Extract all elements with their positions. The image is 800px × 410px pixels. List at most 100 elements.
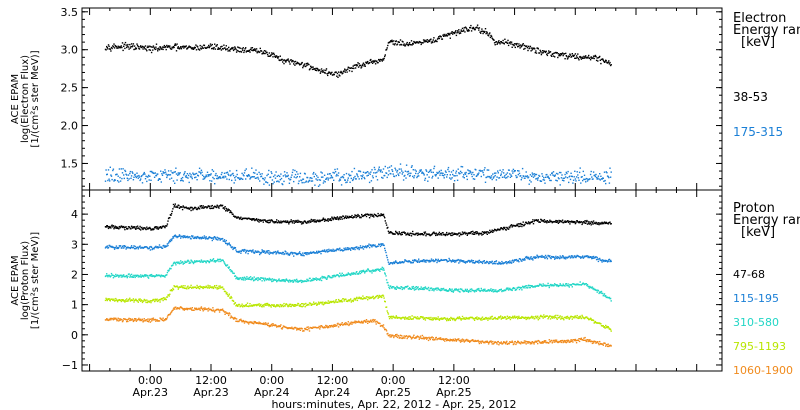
data-point [189, 262, 192, 264]
data-point [407, 317, 409, 319]
y-tick-label: 3.0 [61, 44, 79, 57]
data-point [415, 172, 417, 175]
data-point [195, 44, 197, 46]
data-point [454, 31, 456, 33]
data-point [368, 172, 370, 174]
data-point [246, 305, 248, 307]
data-point [276, 219, 278, 221]
data-point [282, 280, 284, 282]
y-tick-label: 3 [71, 238, 78, 251]
data-point [565, 258, 567, 260]
data-point [312, 66, 314, 68]
data-point [221, 237, 224, 240]
data-point [195, 286, 197, 289]
data-point [217, 239, 219, 241]
data-point [345, 217, 348, 219]
data-point [283, 253, 286, 255]
data-point [154, 48, 156, 51]
data-point [396, 261, 398, 264]
data-point [430, 234, 433, 236]
data-point [490, 177, 492, 179]
data-point [128, 226, 130, 228]
data-point [455, 170, 458, 172]
data-point [488, 33, 490, 35]
data-point [118, 181, 120, 183]
data-point [143, 300, 145, 302]
data-point [322, 304, 325, 306]
data-point [473, 27, 475, 30]
data-point [370, 215, 372, 217]
data-point [209, 43, 212, 45]
data-point [567, 220, 569, 222]
data-point [424, 232, 426, 235]
data-point [129, 172, 131, 175]
data-point [294, 305, 296, 307]
data-point [464, 172, 466, 174]
data-point [173, 46, 175, 49]
data-point [214, 285, 216, 287]
data-point [315, 302, 317, 304]
data-point [217, 205, 219, 207]
data-point [124, 47, 126, 50]
data-point [293, 180, 295, 183]
data-point [474, 28, 476, 31]
data-point [609, 221, 611, 223]
data-point [346, 71, 348, 73]
data-point [452, 173, 454, 176]
data-point [268, 222, 270, 224]
data-point [203, 237, 205, 239]
data-point [473, 178, 476, 180]
data-point [459, 232, 461, 234]
data-point [120, 300, 122, 303]
data-point [574, 170, 576, 172]
data-point [209, 260, 211, 263]
data-point [185, 206, 187, 208]
data-point [309, 68, 311, 70]
data-point [203, 235, 206, 237]
data-point [476, 24, 479, 26]
data-point [278, 181, 280, 183]
data-point [507, 261, 509, 264]
data-point [180, 285, 183, 287]
data-point [113, 275, 115, 277]
data-point [328, 302, 331, 304]
data-point [504, 174, 506, 177]
data-point [282, 59, 285, 61]
data-point [147, 228, 149, 230]
data-point [356, 246, 358, 248]
data-point [403, 317, 405, 319]
data-point [219, 239, 221, 241]
data-point [272, 183, 274, 185]
data-point [504, 289, 507, 292]
data-point [469, 170, 471, 172]
data-point [180, 260, 182, 262]
data-point [182, 205, 184, 207]
data-point [603, 293, 606, 295]
data-point [347, 247, 349, 249]
data-point [493, 230, 495, 232]
data-point [434, 288, 436, 291]
data-point [187, 259, 189, 261]
data-point [404, 45, 407, 47]
data-point [581, 223, 583, 226]
data-point [522, 221, 524, 223]
data-point [517, 259, 519, 262]
data-point [435, 175, 437, 177]
data-point [591, 257, 593, 260]
data-point [137, 301, 139, 303]
data-point [122, 168, 124, 170]
data-point [509, 260, 511, 262]
data-point [559, 283, 561, 285]
data-point [571, 286, 573, 288]
data-point [233, 272, 235, 275]
data-point [481, 231, 484, 233]
data-point [394, 288, 396, 290]
data-point [393, 261, 395, 263]
data-point [404, 174, 406, 177]
data-point [181, 206, 183, 208]
data-point [214, 237, 217, 239]
data-point [381, 176, 383, 179]
data-point [475, 290, 478, 292]
data-point [511, 226, 513, 228]
data-point [113, 298, 115, 300]
